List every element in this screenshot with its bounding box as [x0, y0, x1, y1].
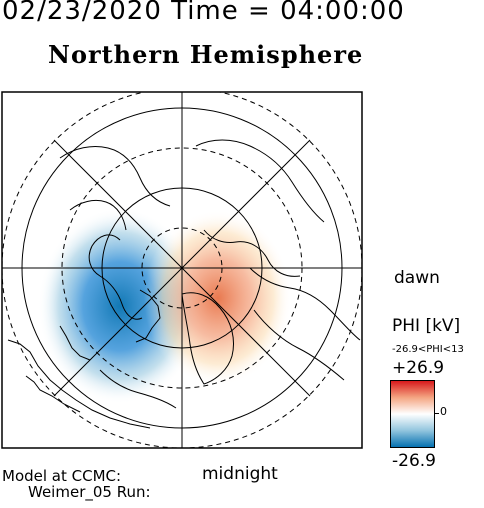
polar-map-svg	[1, 91, 363, 449]
meridian-line	[53, 139, 311, 397]
model-credit: Model at CCMC:	[2, 467, 122, 485]
coastline	[99, 369, 177, 409]
coastline	[7, 339, 151, 429]
coastline	[25, 375, 81, 413]
polar-map	[0, 90, 366, 450]
colorbar-zero-label: 0	[440, 405, 447, 418]
coastline	[253, 309, 345, 381]
coastline	[135, 289, 161, 343]
midnight-label: midnight	[202, 464, 278, 484]
colorbar	[390, 380, 435, 448]
legend-range: -26.9<PHI<13	[392, 344, 464, 355]
page-title: Northern Hemisphere	[48, 40, 364, 69]
dawn-label: dawn	[394, 268, 440, 288]
colorbar-max-label: +26.9	[392, 358, 445, 378]
colorbar-zero-tick	[435, 413, 439, 414]
greenland-outline	[181, 292, 234, 385]
coastline	[59, 145, 171, 207]
coastline	[195, 139, 325, 223]
map-frame	[1, 91, 363, 449]
coastline	[88, 234, 143, 320]
coastline	[69, 199, 127, 231]
run-credit: Weimer_05 Run:	[28, 483, 151, 501]
coastline	[249, 267, 361, 341]
positive-potential-cell	[144, 210, 292, 386]
date-time-header: 02/23/2020 Time = 04:00:00	[2, 0, 405, 26]
coastline	[59, 325, 91, 361]
colorbar-min-label: -26.9	[392, 451, 436, 471]
legend-quantity: PHI [kV]	[392, 316, 461, 336]
coastline	[203, 229, 301, 277]
